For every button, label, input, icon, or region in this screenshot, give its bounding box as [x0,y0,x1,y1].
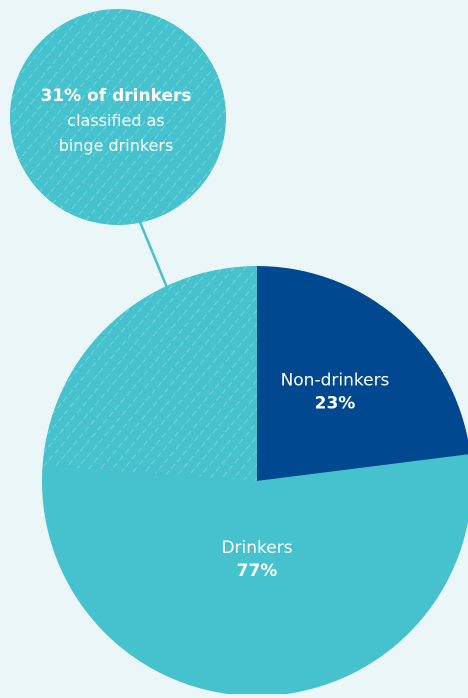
pie-slice-binge-subset [42,266,257,481]
pie-slices [41,266,468,696]
pie-labels: Non-drinkers 23% Drinkers 77% [221,371,389,582]
callout-text-bold: 31% of drinkers [41,86,192,106]
value-label-drinkers: 77% [237,561,278,581]
callout-circle-hatch [10,9,226,225]
value-label-non-drinkers: 23% [315,394,356,414]
label-drinkers: Drinkers [221,538,292,558]
callout-text-line3: binge drinkers [59,136,174,155]
label-non-drinkers: Non-drinkers [281,371,390,391]
callout-text-line2: classified as [67,111,164,130]
pie-slice-non-drinkers [257,266,468,481]
callout-connector-line [138,221,170,291]
callout-bubble: 31% of drinkers classified as binge drin… [10,9,226,225]
